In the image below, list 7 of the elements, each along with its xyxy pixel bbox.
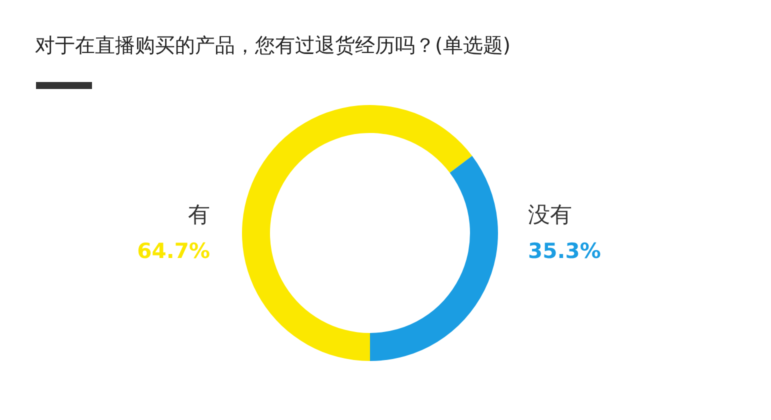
slice-label: 没有 xyxy=(528,203,572,228)
donut-slice xyxy=(242,105,472,361)
donut-slice xyxy=(370,156,498,361)
data-label: 64.7% xyxy=(137,239,210,263)
chart-title: 对于在直播购买的产品，您有过退货经历吗？(单选题) xyxy=(35,33,511,57)
slice-label: 有 xyxy=(188,203,210,228)
data-label: 35.3% xyxy=(528,239,601,263)
